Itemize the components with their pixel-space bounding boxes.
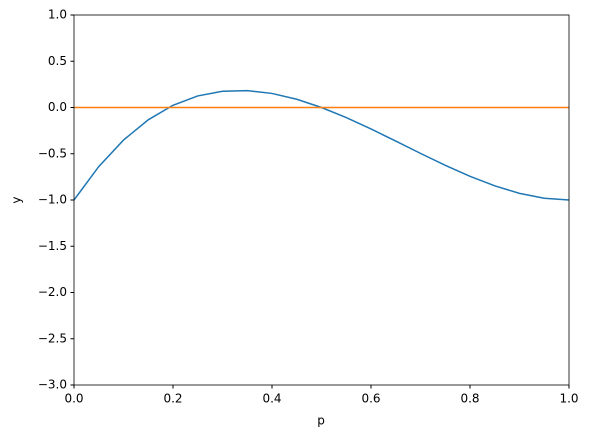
- x-tick-label: 0.0: [64, 392, 83, 406]
- y-tick-label: 0.0: [48, 100, 67, 114]
- x-tick-label: 0.6: [361, 392, 380, 406]
- y-tick-label: −0.5: [38, 146, 67, 160]
- plot-frame: [73, 14, 570, 386]
- y-axis-label: y: [10, 196, 24, 203]
- y-tick-label: −1.5: [38, 239, 67, 253]
- x-tick-label: 0.4: [262, 392, 281, 406]
- y-tick-label: −2.5: [38, 331, 67, 345]
- x-tick-label: 0.2: [163, 392, 182, 406]
- x-tick-label: 1.0: [559, 392, 578, 406]
- y-tick-label: −2.0: [38, 285, 67, 299]
- y-tick-label: −3.0: [38, 378, 67, 392]
- x-axis-label: p: [317, 414, 325, 428]
- y-tick-label: 1.0: [48, 8, 67, 22]
- y-tick-label: −1.0: [38, 193, 67, 207]
- x-tick-label: 0.8: [460, 392, 479, 406]
- y-tick-label: 0.5: [48, 54, 67, 68]
